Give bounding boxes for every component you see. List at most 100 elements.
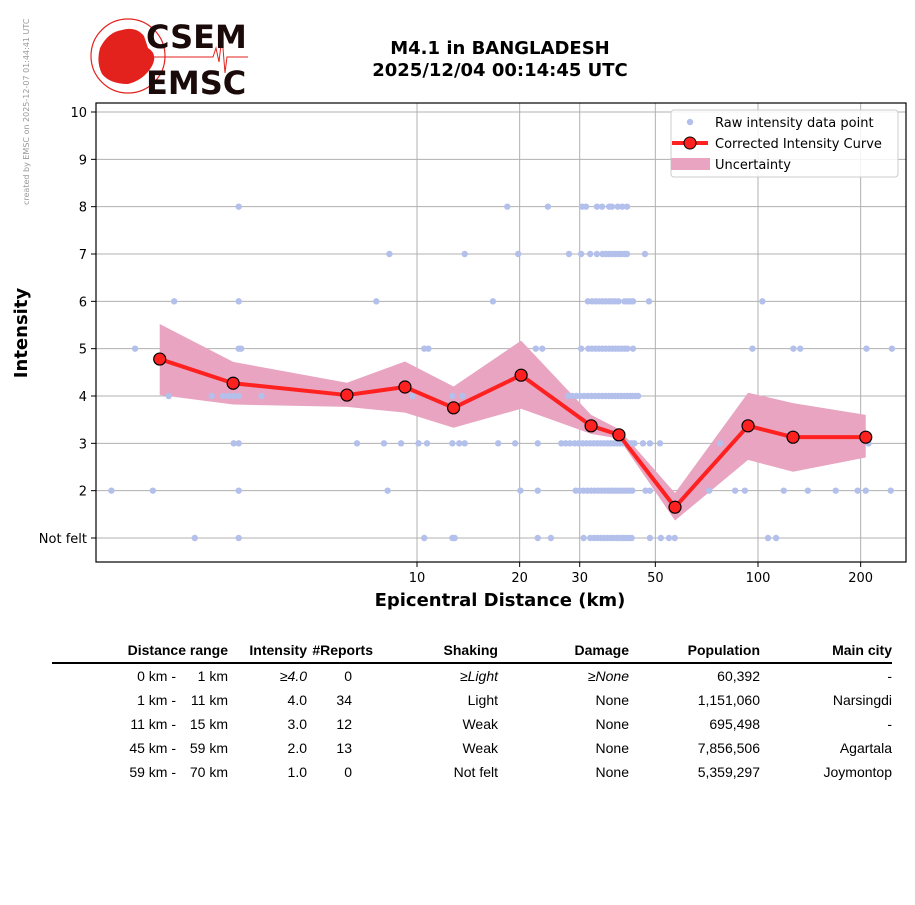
column-header: Intensity — [228, 640, 307, 664]
range-from: 11 km - — [130, 716, 176, 732]
raw-data-point — [657, 534, 665, 542]
raw-data-point — [235, 534, 242, 542]
reports-cell: 34 — [336, 692, 352, 708]
raw-data-point — [230, 392, 237, 400]
raw-data-point — [170, 298, 178, 305]
raw-data-point — [534, 534, 541, 542]
shaking-cell: ≥Light — [459, 668, 498, 684]
y-axis-label: Intensity — [11, 288, 32, 379]
corrected-curve-point — [514, 368, 528, 382]
y-tick-label: 3 — [79, 437, 87, 452]
raw-data-point — [547, 534, 555, 542]
raw-data-point — [641, 250, 649, 258]
table-row: 11 km - 15 km 3.0 12 Weak None 695,498 - — [52, 712, 892, 736]
y-tick-label: 7 — [79, 248, 87, 263]
raw-data-point — [646, 440, 654, 447]
distance-range-cell: 1 km - 11 km — [52, 688, 228, 712]
raw-data-point — [235, 440, 242, 447]
raw-data-point — [235, 487, 242, 494]
raw-data-point — [149, 487, 157, 494]
raw-data-point — [131, 345, 139, 352]
raw-data-point — [235, 392, 242, 400]
raw-data-point — [624, 345, 631, 352]
raw-data-point — [534, 440, 541, 447]
raw-data-point — [764, 534, 772, 542]
distance-range-cell: 59 km - 70 km — [52, 760, 228, 784]
raw-data-point — [887, 487, 894, 494]
raw-data-point — [716, 440, 724, 447]
intensity-cell: 2.0 — [287, 740, 307, 756]
raw-data-point — [451, 534, 458, 542]
raw-data-point — [449, 392, 456, 400]
raw-data-point — [862, 487, 869, 494]
raw-data-point — [598, 203, 606, 210]
raw-data-point — [759, 298, 766, 305]
range-from: 59 km - — [129, 764, 176, 780]
corrected-curve-point — [446, 401, 461, 415]
raw-data-point — [108, 487, 115, 494]
raw-data-point — [380, 440, 388, 447]
raw-data-point — [582, 203, 590, 210]
raw-data-point — [634, 392, 642, 400]
city-cell: - — [887, 716, 892, 732]
raw-data-point — [514, 250, 522, 258]
chart-title-line1: M4.1 in BANGLADESH — [390, 38, 610, 59]
city-cell: - — [887, 668, 892, 684]
raw-data-point — [558, 440, 565, 447]
raw-data-point — [772, 534, 780, 542]
raw-data-point — [397, 440, 405, 447]
raw-data-point — [705, 487, 713, 494]
raw-data-point — [593, 203, 601, 210]
distance-range-cell: 11 km - 15 km — [52, 712, 228, 736]
table-row: 45 km - 59 km 2.0 13 Weak None 7,856,506 Agarta… — [52, 736, 892, 760]
corrected-curve-point — [226, 376, 240, 390]
range-to: 15 km — [189, 716, 228, 732]
x-tick-label: 50 — [647, 571, 664, 586]
raw-data-point — [629, 345, 637, 352]
damage-cell: None — [595, 692, 629, 708]
raw-data-point — [489, 298, 497, 305]
raw-data-point — [665, 534, 673, 542]
legend-curve-marker — [683, 136, 697, 150]
raw-data-point — [749, 345, 756, 352]
raw-data-point — [504, 203, 511, 210]
raw-data-point — [511, 440, 519, 447]
corrected-curve-point — [786, 430, 800, 444]
corrected-curve-point — [340, 388, 354, 402]
city-cell: Joymontop — [823, 764, 892, 780]
raw-data-point — [854, 487, 861, 494]
city-cell: Narsingdi — [832, 692, 892, 708]
raw-data-point — [623, 203, 631, 210]
raw-data-point — [629, 487, 636, 494]
raw-data-point — [534, 487, 541, 494]
shaking-cell: Not felt — [453, 764, 498, 780]
raw-data-point — [494, 440, 502, 447]
raw-data-point — [456, 440, 463, 447]
raw-data-point — [646, 487, 654, 494]
range-to: 59 km — [189, 740, 228, 756]
emsc-logo: CSEM EMSC — [90, 18, 248, 100]
raw-data-point — [645, 298, 653, 305]
column-header: Shaking — [373, 640, 498, 664]
uncertainty-band — [159, 324, 866, 521]
corrected-curve-point — [398, 380, 412, 394]
raw-data-point — [577, 345, 585, 352]
x-tick-label: 100 — [746, 571, 771, 586]
intensity-cell: 1.0 — [287, 764, 307, 780]
column-header: Damage — [498, 640, 629, 664]
range-to: 1 km — [197, 668, 228, 684]
raw-data-point — [425, 345, 432, 352]
damage-cell: None — [595, 740, 629, 756]
raw-data-point — [888, 345, 896, 352]
raw-data-point — [386, 250, 393, 258]
raw-data-point — [804, 487, 812, 494]
raw-data-point — [230, 440, 237, 447]
raw-data-point — [639, 440, 647, 447]
raw-data-point — [593, 250, 601, 258]
raw-data-point — [258, 392, 265, 400]
corrected-curve-point — [153, 352, 167, 366]
raw-data-point — [565, 250, 573, 258]
raw-data-point — [586, 250, 594, 258]
corrected-curve-point — [584, 419, 598, 433]
x-tick-label: 10 — [409, 571, 426, 586]
